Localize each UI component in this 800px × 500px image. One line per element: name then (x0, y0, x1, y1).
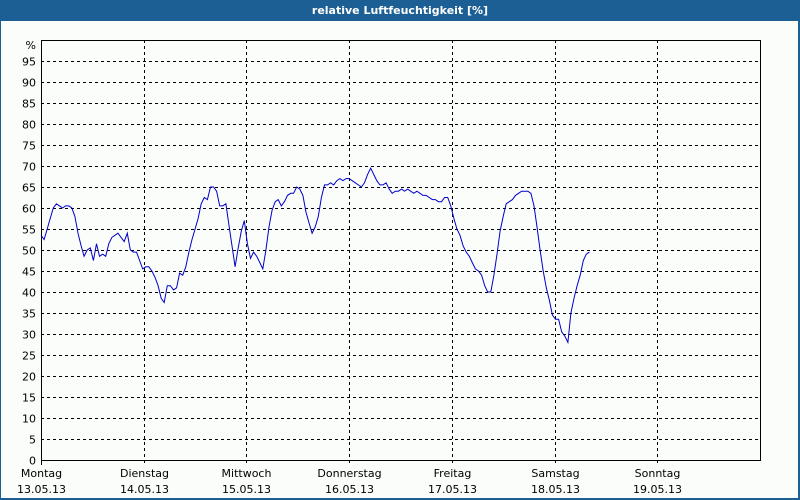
x-tick-day-label: Montag (21, 467, 62, 480)
plot-area-border (41, 40, 761, 461)
y-tick-label: 85 (22, 98, 36, 111)
y-tick-label: 10 (22, 413, 36, 426)
y-tick-label: 15 (22, 392, 36, 405)
y-tick-label: 95 (22, 56, 36, 69)
y-tick-label: 65 (22, 182, 36, 195)
y-tick-label: 5 (29, 434, 36, 447)
x-tick-day-label: Donnerstag (317, 467, 381, 480)
y-tick-label: 70 (22, 161, 36, 174)
y-tick-label: 50 (22, 245, 36, 258)
y-tick-label: 35 (22, 308, 36, 321)
y-tick-label: 0 (29, 455, 36, 468)
x-tick-day-label: Samstag (531, 467, 579, 480)
x-tick-day-label: Freitag (434, 467, 472, 480)
x-tick-date-label: 19.05.13 (633, 483, 682, 496)
x-tick-date-label: 18.05.13 (531, 483, 580, 496)
humidity-series-line (40, 166, 590, 345)
x-tick-day-label: Dienstag (120, 467, 169, 480)
y-tick-label: 45 (22, 266, 36, 279)
x-tick-day-label: Mittwoch (222, 467, 272, 480)
x-tick-date-label: 17.05.13 (428, 483, 477, 496)
y-tick-label: 80 (22, 119, 36, 132)
x-tick-date-label: 16.05.13 (325, 483, 374, 496)
y-tick-label: 30 (22, 329, 36, 342)
chart-title: relative Luftfeuchtigkeit [%] (311, 4, 489, 17)
y-tick-label: 55 (22, 224, 36, 237)
x-tick-day-label: Sonntag (635, 467, 681, 480)
y-tick-label: 20 (22, 371, 36, 384)
x-tick-date-label: 13.05.13 (17, 483, 66, 496)
y-tick-label: 75 (22, 140, 36, 153)
y-unit-label: % (26, 39, 36, 52)
x-tick-date-label: 15.05.13 (222, 483, 271, 496)
y-tick-label: 25 (22, 350, 36, 363)
y-tick-label: 60 (22, 203, 36, 216)
x-tick-date-label: 14.05.13 (120, 483, 169, 496)
y-tick-label: 90 (22, 77, 36, 90)
y-tick-label: 40 (22, 287, 36, 300)
